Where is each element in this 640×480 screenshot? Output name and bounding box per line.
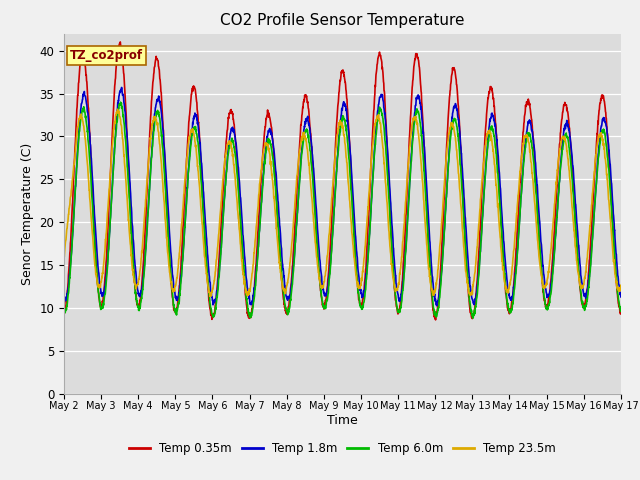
Title: CO2 Profile Sensor Temperature: CO2 Profile Sensor Temperature	[220, 13, 465, 28]
X-axis label: Time: Time	[327, 414, 358, 427]
Legend: Temp 0.35m, Temp 1.8m, Temp 6.0m, Temp 23.5m: Temp 0.35m, Temp 1.8m, Temp 6.0m, Temp 2…	[124, 437, 561, 460]
Y-axis label: Senor Temperature (C): Senor Temperature (C)	[21, 143, 34, 285]
Text: TZ_co2prof: TZ_co2prof	[70, 49, 143, 62]
